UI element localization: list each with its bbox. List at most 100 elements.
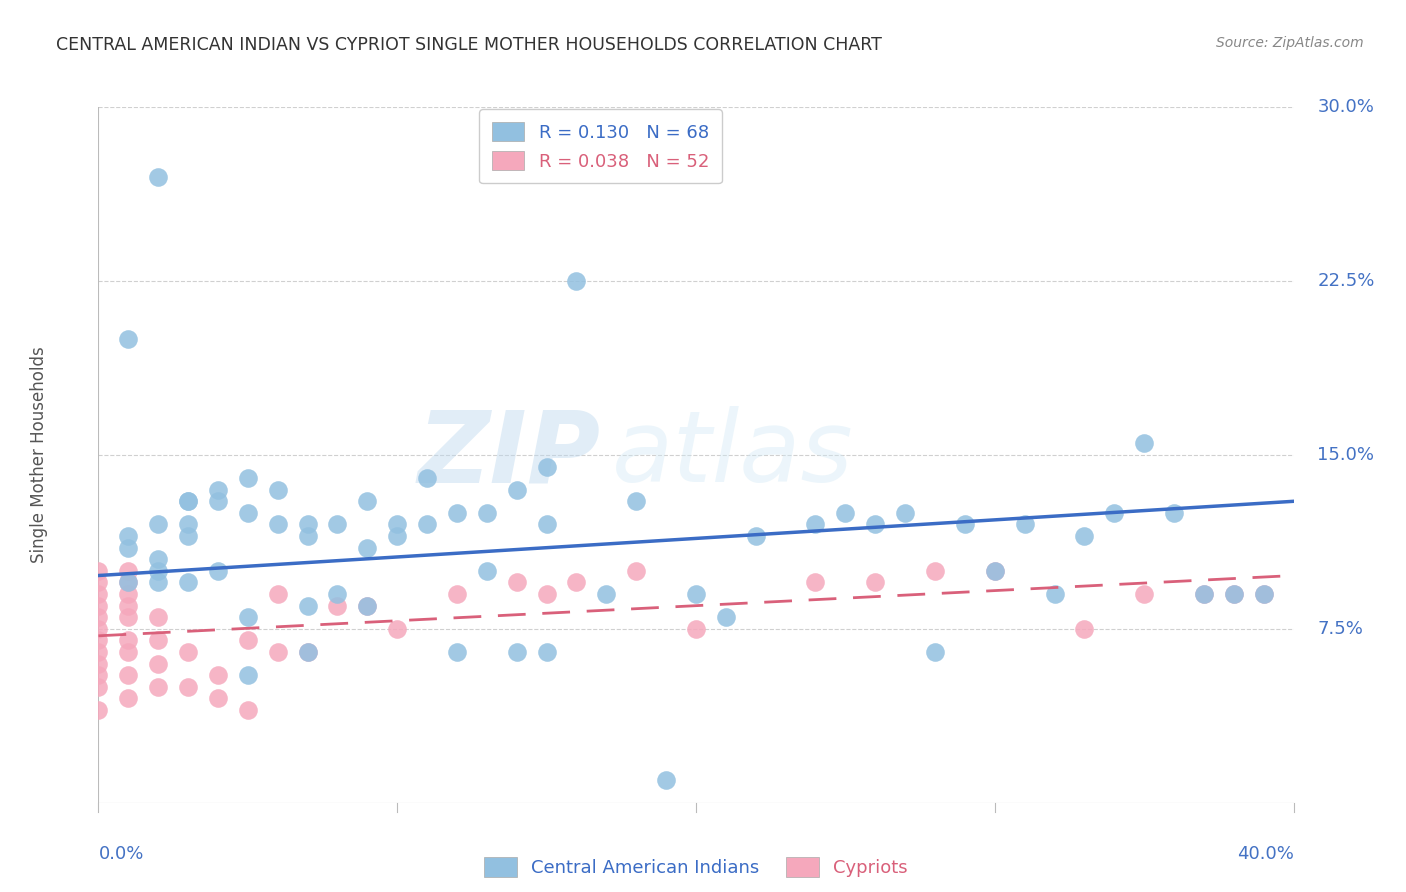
Point [177, 494, 200, 508]
Point [177, 645, 200, 659]
Point [148, 552, 170, 566]
Point [148, 680, 170, 694]
Point [117, 599, 139, 613]
Point [177, 494, 200, 508]
Point [207, 691, 229, 706]
Point [148, 633, 170, 648]
Point [475, 506, 498, 520]
Point [177, 529, 200, 543]
Point [865, 575, 887, 590]
Point [207, 494, 229, 508]
Text: CENTRAL AMERICAN INDIAN VS CYPRIOT SINGLE MOTHER HOUSEHOLDS CORRELATION CHART: CENTRAL AMERICAN INDIAN VS CYPRIOT SINGL… [56, 36, 882, 54]
Point [356, 494, 378, 508]
Point [1133, 587, 1156, 601]
Point [953, 517, 976, 532]
Point [117, 645, 139, 659]
Point [207, 668, 229, 682]
Point [87, 622, 110, 636]
Point [148, 575, 170, 590]
Point [297, 517, 319, 532]
Point [297, 529, 319, 543]
Point [356, 599, 378, 613]
Point [1043, 587, 1066, 601]
Point [1073, 529, 1095, 543]
Point [506, 575, 529, 590]
Point [865, 517, 887, 532]
Point [117, 332, 139, 346]
Point [117, 587, 139, 601]
Point [1192, 587, 1215, 601]
Point [983, 564, 1005, 578]
Text: 22.5%: 22.5% [1317, 272, 1375, 290]
Point [117, 610, 139, 624]
Point [385, 622, 409, 636]
Point [148, 564, 170, 578]
Legend: Central American Indians, Cypriots: Central American Indians, Cypriots [477, 850, 915, 884]
Point [834, 506, 856, 520]
Point [87, 657, 110, 671]
Point [685, 622, 707, 636]
Point [536, 517, 558, 532]
Point [267, 587, 290, 601]
Point [87, 564, 110, 578]
Point [236, 471, 259, 485]
Point [117, 564, 139, 578]
Text: 7.5%: 7.5% [1317, 620, 1364, 638]
Point [207, 564, 229, 578]
Point [416, 517, 439, 532]
Point [87, 633, 110, 648]
Point [1163, 506, 1185, 520]
Point [745, 529, 768, 543]
Point [1192, 587, 1215, 601]
Text: 40.0%: 40.0% [1237, 845, 1294, 863]
Point [536, 459, 558, 474]
Point [117, 633, 139, 648]
Point [475, 564, 498, 578]
Point [117, 668, 139, 682]
Point [385, 529, 409, 543]
Point [536, 587, 558, 601]
Point [177, 680, 200, 694]
Point [983, 564, 1005, 578]
Point [236, 610, 259, 624]
Point [236, 668, 259, 682]
Point [326, 517, 349, 532]
Point [1223, 587, 1246, 601]
Point [87, 668, 110, 682]
Point [297, 645, 319, 659]
Point [177, 517, 200, 532]
Point [148, 657, 170, 671]
Point [385, 517, 409, 532]
Point [804, 575, 827, 590]
Text: Source: ZipAtlas.com: Source: ZipAtlas.com [1216, 36, 1364, 50]
Point [148, 517, 170, 532]
Point [267, 517, 290, 532]
Point [1104, 506, 1126, 520]
Point [87, 599, 110, 613]
Point [267, 483, 290, 497]
Point [177, 575, 200, 590]
Point [685, 587, 707, 601]
Point [326, 599, 349, 613]
Point [87, 575, 110, 590]
Point [446, 587, 468, 601]
Point [565, 575, 588, 590]
Point [595, 587, 617, 601]
Point [1133, 436, 1156, 450]
Point [207, 483, 229, 497]
Point [416, 471, 439, 485]
Point [236, 506, 259, 520]
Point [655, 772, 678, 787]
Point [87, 645, 110, 659]
Point [148, 169, 170, 184]
Text: atlas: atlas [612, 407, 853, 503]
Point [1253, 587, 1275, 601]
Text: ZIP: ZIP [418, 407, 600, 503]
Point [117, 691, 139, 706]
Point [356, 541, 378, 555]
Point [117, 575, 139, 590]
Point [117, 541, 139, 555]
Point [87, 703, 110, 717]
Point [446, 645, 468, 659]
Point [446, 506, 468, 520]
